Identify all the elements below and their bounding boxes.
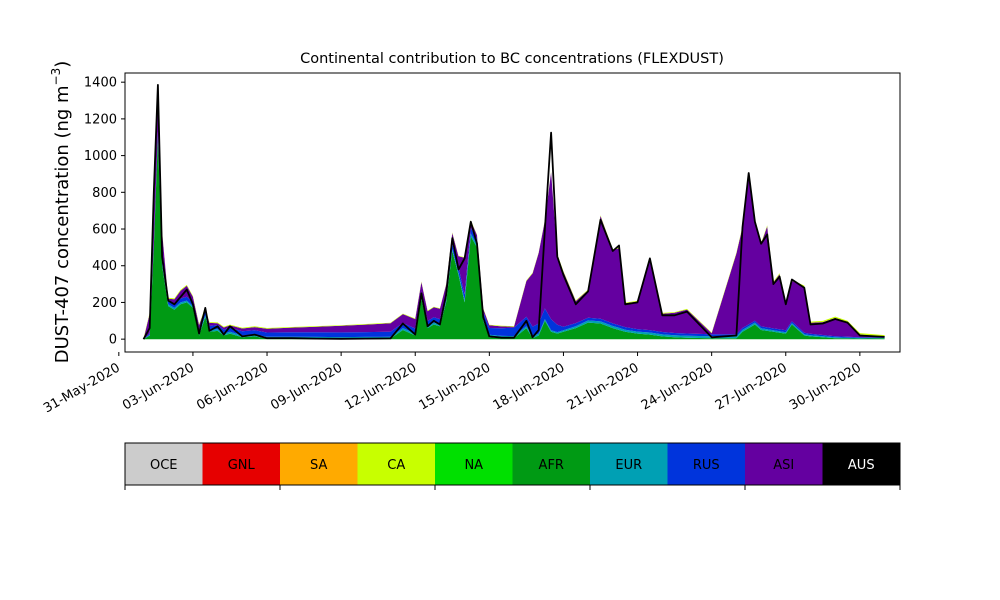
legend-swatch-eur <box>590 443 668 485</box>
legend-swatch-afr <box>512 443 591 485</box>
legend-swatch-aus <box>822 443 901 485</box>
x-tick-label: 03-Jun-2020 <box>120 360 197 413</box>
legend-label-ca: CA <box>387 458 405 473</box>
plot-total-line <box>142 84 885 340</box>
y-tick-label: 0 <box>109 333 117 348</box>
y-tick-label: 400 <box>92 259 117 274</box>
x-tick-label: 31-May-2020 <box>41 360 123 416</box>
legend-swatch-na <box>435 443 513 485</box>
legend: OCE GNL SA CA NA AFR EUR RUS ASI AUS <box>124 442 901 490</box>
x-axis: 31-May-202003-Jun-202006-Jun-202009-Jun-… <box>41 352 864 416</box>
x-tick-label: 12-Jun-2020 <box>342 360 419 413</box>
y-axis-label-close: ) <box>52 61 73 68</box>
plot-areas <box>143 85 885 340</box>
legend-swatch-asi <box>745 443 823 485</box>
series-line-total <box>142 84 885 340</box>
legend-swatch-oce <box>125 443 203 485</box>
legend-label-aus: AUS <box>848 458 875 473</box>
legend-label-oce: OCE <box>150 458 178 473</box>
legend-frame <box>124 442 901 486</box>
legend-swatch-ca <box>357 443 436 485</box>
legend-label-na: NA <box>464 458 483 473</box>
y-tick-label: 1400 <box>84 76 117 91</box>
y-tick-label: 800 <box>92 186 117 201</box>
x-tick-label: 15-Jun-2020 <box>417 360 494 413</box>
y-axis: 0 200 400 600 800 1000 1200 1400 <box>84 76 125 348</box>
y-tick-label: 600 <box>92 223 117 238</box>
x-tick-label: 24-Jun-2020 <box>639 360 716 413</box>
y-tick-label: 200 <box>92 296 117 311</box>
legend-label-sa: SA <box>310 458 327 473</box>
legend-swatch-rus <box>667 443 746 485</box>
x-tick-label: 18-Jun-2020 <box>491 360 568 413</box>
x-tick-label: 27-Jun-2020 <box>713 360 790 413</box>
legend-label-gnl: GNL <box>228 458 256 473</box>
chart-title: Continental contribution to BC concentra… <box>300 51 724 67</box>
legend-label-eur: EUR <box>615 458 642 473</box>
y-tick-label: 1000 <box>84 149 117 164</box>
y-axis-label-main: DUST-407 concentration (ng m <box>52 85 73 363</box>
legend-label-afr: AFR <box>539 458 564 473</box>
series-area-asi <box>143 85 885 340</box>
legend-label-rus: RUS <box>693 458 720 473</box>
legend-swatch-gnl <box>202 443 281 485</box>
x-tick-label: 21-Jun-2020 <box>565 360 642 413</box>
plot-frame <box>124 72 901 353</box>
x-tick-label: 06-Jun-2020 <box>194 360 271 413</box>
x-tick-label: 30-Jun-2020 <box>787 360 864 413</box>
y-axis-label-sup: −3 <box>49 68 63 86</box>
y-axis-label: DUST-407 concentration (ng m−3) <box>49 61 73 364</box>
y-tick-label: 1200 <box>84 112 117 127</box>
x-tick-label: 09-Jun-2020 <box>268 360 345 413</box>
legend-label-asi: ASI <box>773 458 794 473</box>
legend-swatch-sa <box>280 443 358 485</box>
